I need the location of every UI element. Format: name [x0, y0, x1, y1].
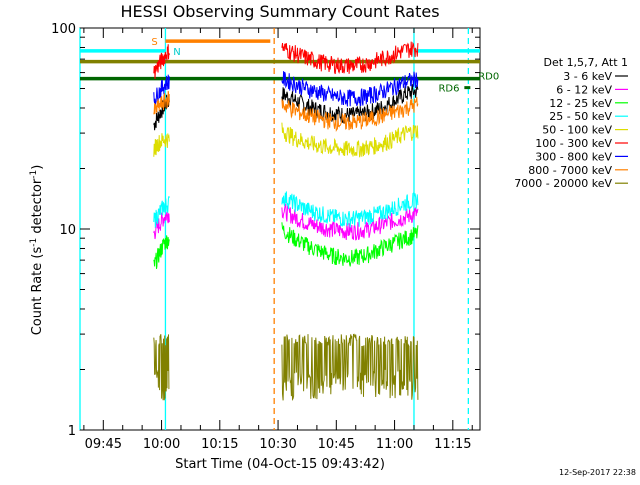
series-50-100-keV-segment-0	[153, 133, 170, 157]
legend-label: 100 - 300 keV	[535, 137, 612, 150]
legend-label: 300 - 800 keV	[535, 150, 612, 163]
x-tick-label: 10:30	[259, 437, 296, 452]
x-tick-label: 11:00	[376, 437, 413, 452]
series-12-25-keV-segment-1	[281, 222, 419, 267]
legend-label: 800 - 7000 keV	[528, 164, 612, 177]
y-tick-label: 100	[51, 22, 76, 37]
x-axis-label: Start Time (04-Oct-15 09:43:42)	[175, 457, 385, 472]
legend-label: 6 - 12 keV	[556, 83, 612, 96]
y-tick-label: 10	[59, 223, 76, 238]
y-tick-label: 1	[68, 424, 76, 439]
annotation-s: S	[151, 37, 157, 48]
y-axis-label: Count Rate (s-1 detector-1)	[29, 165, 45, 336]
footer-timestamp: 12-Sep-2017 22:38	[559, 468, 636, 477]
x-tick-label: 10:15	[201, 437, 238, 452]
annotation-rd6: RD6	[438, 84, 459, 95]
series-300-800-keV-segment-1	[281, 71, 419, 107]
series-800-7000-keV-segment-1	[281, 96, 419, 132]
series-7000-20000-keV-segment-0	[153, 334, 170, 401]
series-800-7000-keV-segment-0	[153, 90, 170, 115]
series-6-12-keV-segment-0	[153, 211, 170, 240]
y-axis: 1 10 100	[51, 22, 480, 439]
x-tick-label: 11:15	[434, 437, 471, 452]
x-axis: 09:45 10:00 10:15 10:30 10:45 11:00 11:15	[83, 28, 473, 452]
series-6-12-keV-segment-1	[281, 203, 419, 241]
series-7000-20000-keV-segment-1	[281, 333, 419, 401]
series-100-300-keV-segment-1	[281, 41, 419, 75]
legend-label: 50 - 100 keV	[542, 124, 612, 137]
series-12-25-keV-segment-0	[153, 235, 170, 269]
annotation-n: N	[173, 47, 180, 58]
legend-label: 12 - 25 keV	[549, 97, 612, 110]
x-tick-label: 09:45	[85, 437, 122, 452]
legend-label: 25 - 50 keV	[549, 110, 612, 123]
legend-label: 3 - 6 keV	[563, 70, 612, 83]
series-25-50-keV-segment-1	[281, 191, 419, 228]
chart-title: HESSI Observing Summary Count Rates	[120, 2, 439, 21]
annotation-rd0: RD0	[478, 72, 499, 83]
legend-label: 7000 - 20000 keV	[514, 177, 612, 190]
x-tick-label: 10:45	[318, 437, 355, 452]
x-tick-label: 10:00	[143, 437, 180, 452]
plot-area: S N RD6 RD0	[79, 27, 499, 431]
series-300-800-keV-segment-0	[153, 74, 170, 105]
legend-header: Det 1,5,7, Att 1	[544, 56, 628, 69]
series-50-100-keV-segment-1	[281, 122, 419, 158]
series-100-300-keV-segment-0	[153, 44, 170, 80]
series-25-50-keV-segment-0	[153, 196, 170, 229]
